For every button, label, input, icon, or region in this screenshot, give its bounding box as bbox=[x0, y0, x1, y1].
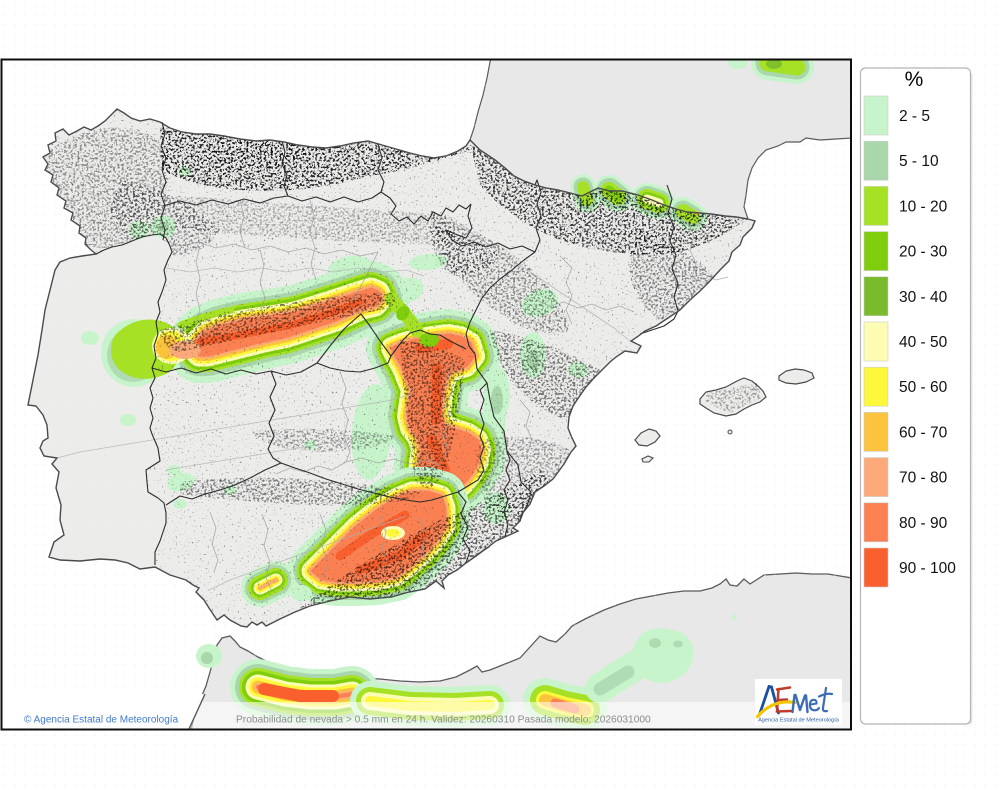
svg-text:© Agencia Estatal de Meteorolo: © Agencia Estatal de Meteorología bbox=[24, 715, 179, 726]
svg-text:5 - 10: 5 - 10 bbox=[899, 153, 939, 170]
svg-text:70 - 80: 70 - 80 bbox=[899, 470, 948, 487]
svg-text:40 - 50: 40 - 50 bbox=[899, 334, 948, 351]
svg-text:60 - 70: 60 - 70 bbox=[899, 424, 948, 441]
svg-text:20 - 30: 20 - 30 bbox=[899, 244, 948, 261]
svg-text:50 - 60: 50 - 60 bbox=[899, 379, 948, 396]
svg-text:Agencia Estatal de Meteorologí: Agencia Estatal de Meteorología bbox=[758, 718, 840, 724]
svg-text:2 - 5: 2 - 5 bbox=[899, 108, 930, 125]
svg-text:90 - 100: 90 - 100 bbox=[899, 560, 956, 577]
svg-text:10 - 20: 10 - 20 bbox=[899, 198, 948, 215]
svg-text:Probabilidad de nevada > 0.5 m: Probabilidad de nevada > 0.5 mm en 24 h.… bbox=[236, 715, 651, 726]
svg-text:%: % bbox=[905, 68, 924, 91]
svg-text:30 - 40: 30 - 40 bbox=[899, 289, 948, 306]
svg-text:80 - 90: 80 - 90 bbox=[899, 515, 948, 532]
